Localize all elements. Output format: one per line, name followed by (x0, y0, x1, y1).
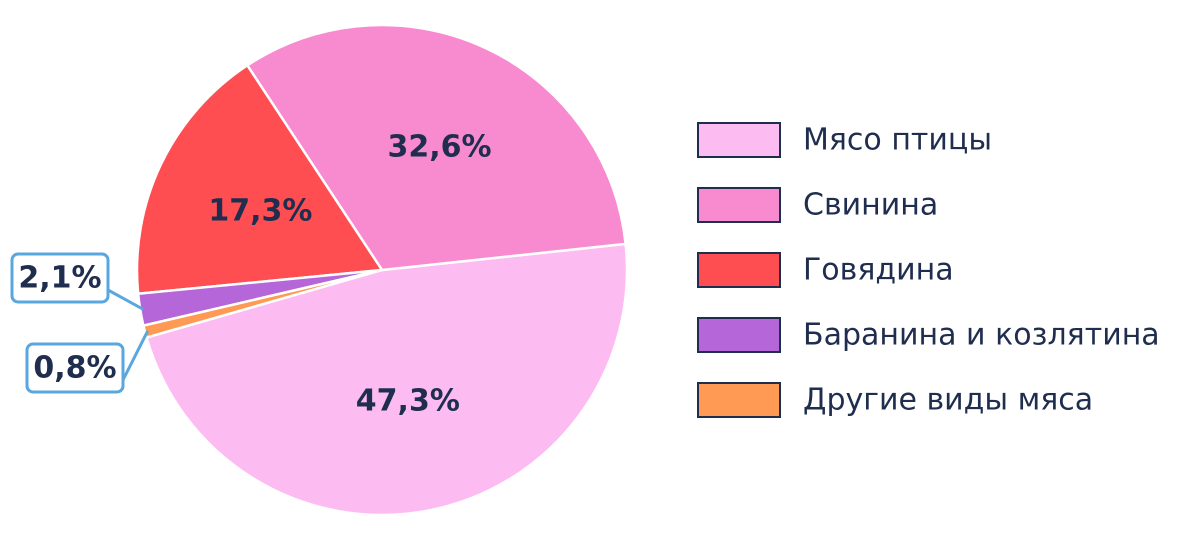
legend-swatch (697, 122, 781, 158)
pie-slice (141, 268, 383, 340)
legend-label: Говядина (803, 253, 954, 288)
pie-slice (135, 63, 385, 296)
value-label-box (10, 252, 110, 304)
legend-label: Свинина (803, 188, 938, 223)
value-label-box (25, 342, 125, 394)
leader-line (107, 288, 144, 311)
legend-label: Другие виды мяса (803, 383, 1093, 418)
value-label: 0,8% (33, 351, 116, 386)
value-label: 47,3% (356, 384, 460, 419)
legend-label: Баранина и козлятина (803, 318, 1160, 353)
legend-label: Мясо птицы (803, 123, 992, 158)
legend-swatch (697, 382, 781, 418)
leader-line (121, 330, 150, 381)
value-label: 17,3% (208, 193, 312, 228)
value-label: 2,1% (18, 261, 101, 296)
pie-slice (144, 242, 629, 517)
legend-swatch (697, 252, 781, 288)
legend-swatch (697, 317, 781, 353)
legend-swatch (697, 187, 781, 223)
value-label: 32,6% (387, 130, 491, 165)
